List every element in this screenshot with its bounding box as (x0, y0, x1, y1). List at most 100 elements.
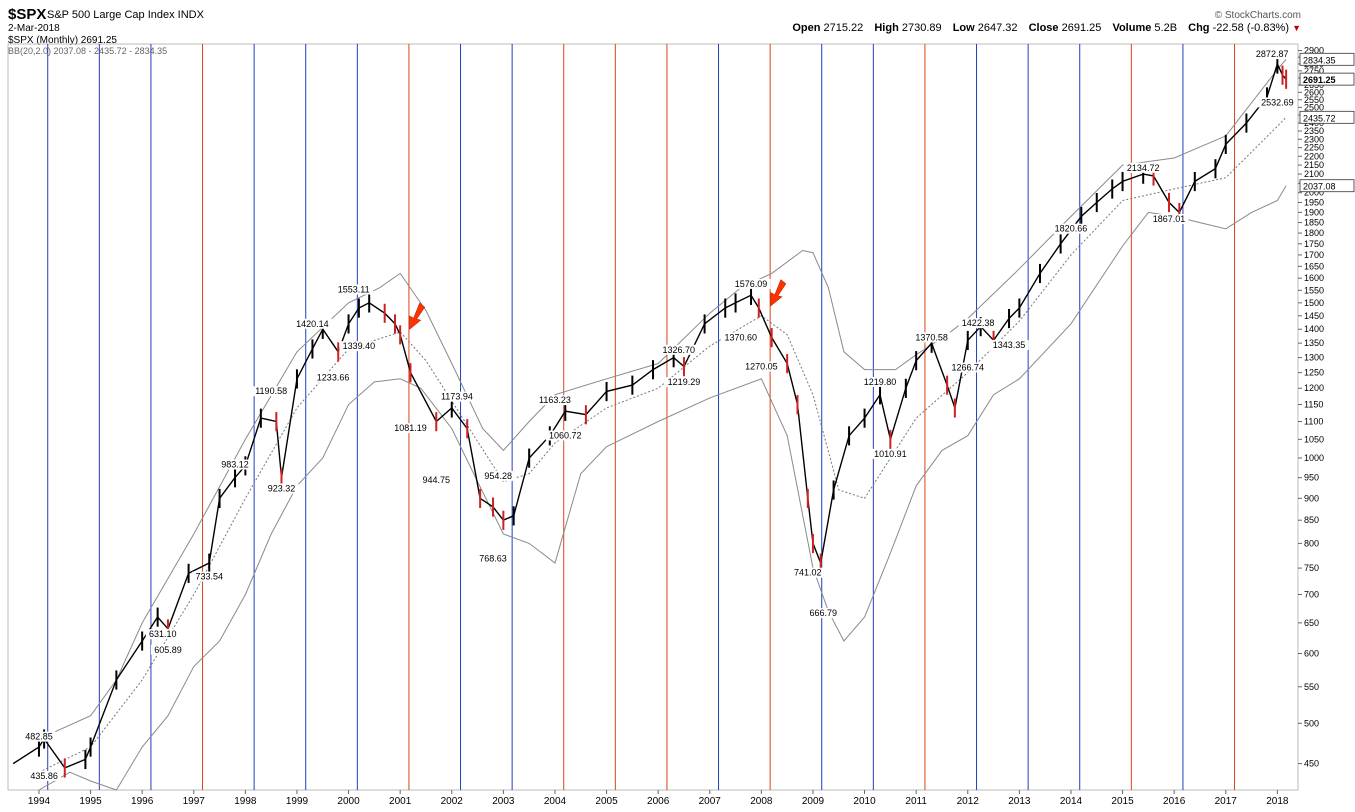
y-tick-label: 1150 (1304, 400, 1323, 410)
y-tick-label: 1300 (1304, 353, 1324, 363)
price-tag-box (1299, 72, 1355, 86)
value-label: 631.10 (149, 629, 177, 639)
y-tick-label: 1700 (1304, 250, 1324, 260)
value-label: 1010.91 (874, 449, 907, 459)
close-label: Close (1028, 22, 1059, 34)
y-tick-label: 1000 (1304, 453, 1324, 463)
value-label-bg (150, 644, 185, 655)
low-value: 2647.32 (977, 22, 1018, 34)
y-tick-label: 600 (1304, 649, 1319, 659)
value-label: 1163.23 (539, 395, 571, 405)
ohlc-readout: Open 2715.22 High 2730.89 Low 2647.32 Cl… (792, 22, 1301, 34)
value-label: 1266.74 (951, 363, 984, 373)
value-label: 983.12 (221, 460, 249, 470)
x-tick-label: 2015 (1111, 796, 1134, 807)
value-label-bg (145, 629, 180, 640)
value-label-bg (731, 278, 771, 289)
value-label: 1326.70 (663, 345, 696, 355)
price-tag-box (1299, 110, 1355, 124)
y-tick-label: 800 (1304, 538, 1319, 548)
symbol-title: $SPX (8, 6, 47, 23)
copyright-text[interactable]: © StockCharts.com (1214, 10, 1301, 21)
y-tick-label: 2100 (1304, 169, 1324, 179)
y-tick-label: 2200 (1304, 151, 1324, 161)
value-label-bg (251, 386, 291, 397)
x-tick-label: 2004 (544, 796, 567, 807)
legend-price: $SPX (Monthly) 2691.25 (8, 35, 117, 46)
value-label-bg (390, 423, 430, 434)
open-value: 2715.22 (823, 22, 864, 34)
value-label-bg (741, 361, 781, 372)
value-label: 666.79 (810, 608, 838, 618)
x-tick-label: 2001 (389, 796, 412, 807)
x-tick-label: 1997 (183, 796, 206, 807)
value-label: 435.86 (30, 771, 58, 781)
open-label: Open (792, 22, 821, 34)
y-tick-label: 1600 (1304, 273, 1324, 283)
x-tick-label: 1999 (286, 796, 309, 807)
y-tick-label: 1500 (1304, 298, 1324, 308)
value-label-bg (1149, 214, 1189, 225)
value-label-bg (437, 391, 477, 402)
y-tick-label: 1900 (1304, 207, 1324, 217)
value-label-bg (958, 318, 998, 329)
value-label-bg (535, 395, 575, 406)
value-label: 1343.35 (993, 340, 1026, 350)
y-tick-label: 2500 (1304, 102, 1324, 112)
value-label: 1190.58 (255, 386, 287, 396)
value-label-bg (476, 553, 511, 564)
value-label-bg (192, 571, 227, 582)
price-tag-box (1299, 52, 1355, 66)
chart-date: 2-Mar-2018 (8, 23, 60, 34)
y-tick-label: 2600 (1304, 87, 1324, 97)
down-triangle-icon: ▼ (1292, 23, 1301, 33)
value-label: 1867.01 (1153, 214, 1186, 224)
high-label: High (874, 22, 899, 34)
value-label-bg (664, 377, 704, 388)
value-label: 741.02 (794, 568, 822, 578)
y-tick-label: 1550 (1304, 285, 1324, 295)
y-tick-label: 1200 (1304, 383, 1324, 393)
value-label: 1233.66 (317, 373, 350, 383)
value-label: 1420.14 (296, 319, 329, 329)
value-label-bg (339, 341, 379, 352)
close-value: 2691.25 (1061, 22, 1102, 34)
x-tick-label: 2005 (595, 796, 618, 807)
value-label: 2532.69 (1261, 97, 1294, 107)
y-tick-label: 650 (1304, 618, 1319, 628)
value-label: 1370.58 (915, 332, 948, 342)
y-tick-label: 450 (1304, 759, 1319, 769)
x-tick-label: 2016 (1163, 796, 1186, 807)
value-label-bg (912, 332, 952, 343)
x-tick-label: 2008 (750, 796, 773, 807)
value-label: 1219.29 (668, 377, 701, 387)
arrow-icon (770, 279, 787, 307)
y-tick-label: 2900 (1304, 46, 1324, 56)
y-tick-label: 950 (1304, 473, 1319, 483)
value-label-bg (545, 430, 585, 441)
value-label: 1422.38 (962, 318, 995, 328)
value-label-bg (1252, 49, 1292, 60)
value-label: 923.32 (268, 484, 296, 494)
high-value: 2730.89 (901, 22, 942, 34)
value-label-bg (264, 483, 299, 494)
x-tick-label: 2012 (957, 796, 980, 807)
low-label: Low (952, 22, 975, 34)
chg-value: -22.58 (-0.83%) (1212, 22, 1290, 34)
y-tick-label: 1450 (1304, 311, 1324, 321)
y-tick-label: 1950 (1304, 197, 1324, 207)
y-tick-label: 2250 (1304, 143, 1324, 153)
x-tick-label: 2018 (1266, 796, 1289, 807)
value-label: 605.89 (154, 645, 182, 655)
value-label: 954.28 (484, 471, 512, 481)
value-label: 944.75 (423, 475, 451, 485)
legend-bollinger: BB(20,2.0) 2037.08 - 2435.72 - 2834.35 (8, 46, 168, 56)
value-label: 1060.72 (549, 430, 582, 440)
value-label: 1270.05 (745, 362, 778, 372)
plot-frame (7, 43, 1299, 791)
bb-upper-line (38, 58, 1287, 740)
value-label-bg (292, 318, 332, 329)
value-label-bg (1123, 162, 1163, 173)
value-label: 1370.60 (724, 332, 757, 342)
